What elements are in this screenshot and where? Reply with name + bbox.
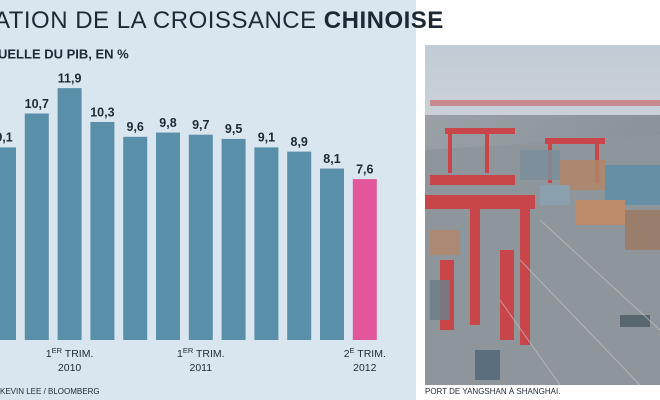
value-label: 9,5 bbox=[225, 122, 242, 136]
value-label: 9,6 bbox=[127, 120, 144, 134]
chart-title: ATION DE LA CROISSANCE CHINOISE bbox=[0, 7, 444, 34]
bar bbox=[352, 179, 377, 340]
x-tick-label: 1ER TRIM. bbox=[46, 346, 94, 360]
bar bbox=[221, 138, 246, 340]
x-tick-year: 2011 bbox=[190, 362, 213, 374]
x-tick-year: 2012 bbox=[353, 362, 377, 374]
value-label: 7,6 bbox=[356, 162, 373, 176]
bar bbox=[254, 147, 279, 340]
bar bbox=[24, 113, 49, 341]
chart-subtitle: UELLE DU PIB, EN % bbox=[0, 46, 129, 61]
x-tick-year: 2010 bbox=[58, 362, 82, 374]
ordinal-suffix: E bbox=[350, 346, 355, 355]
bar bbox=[156, 132, 180, 340]
ordinal: 1 bbox=[46, 348, 52, 360]
ordinal: 1 bbox=[177, 348, 183, 360]
bar bbox=[287, 151, 312, 340]
period: TRIM. bbox=[62, 348, 93, 360]
ordinal-suffix: ER bbox=[183, 346, 194, 355]
photo-caption: PORT DE YANGSHAN À SHANGHAI. bbox=[425, 387, 560, 396]
value-label: 8,1 bbox=[323, 152, 340, 166]
ordinal-suffix: ER bbox=[52, 346, 63, 355]
bar bbox=[320, 168, 344, 340]
photo bbox=[425, 45, 660, 386]
value-label: 9,7 bbox=[192, 118, 209, 132]
bar bbox=[90, 121, 115, 340]
period: TRIM. bbox=[355, 348, 386, 360]
ordinal: 2 bbox=[344, 348, 350, 360]
bar bbox=[123, 136, 148, 340]
bar bbox=[0, 147, 16, 340]
value-label: 10,3 bbox=[90, 105, 114, 119]
x-tick-label: 2E TRIM. bbox=[344, 346, 386, 360]
source: KEVIN LEE / BLOOMBERG bbox=[0, 387, 100, 396]
value-label: 10,7 bbox=[25, 97, 49, 111]
value-label: 9,1 bbox=[258, 131, 275, 145]
value-label: 9,1 bbox=[0, 131, 13, 145]
x-tick-label: 1ER TRIM. bbox=[177, 346, 225, 360]
value-label: 8,9 bbox=[291, 135, 308, 149]
value-label: 9,8 bbox=[159, 116, 176, 130]
bar bbox=[57, 88, 82, 340]
value-label: 11,9 bbox=[58, 71, 82, 85]
bar bbox=[188, 134, 213, 340]
period: TRIM. bbox=[193, 348, 224, 360]
